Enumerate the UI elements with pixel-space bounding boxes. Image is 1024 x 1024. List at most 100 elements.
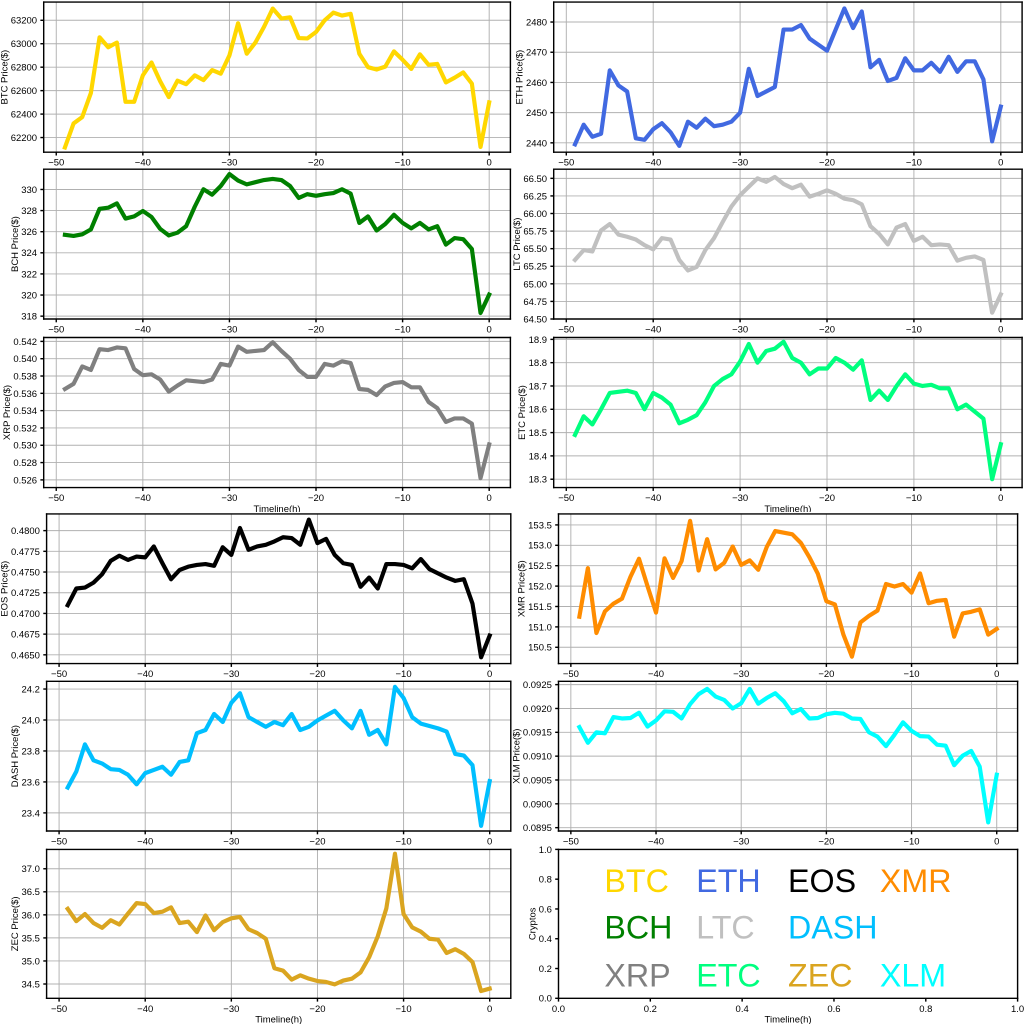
svg-text:0.0910: 0.0910 bbox=[523, 752, 552, 763]
svg-text:XLM: XLM bbox=[880, 957, 946, 993]
svg-text:18.3: 18.3 bbox=[529, 475, 547, 486]
svg-text:0.4800: 0.4800 bbox=[11, 526, 40, 537]
svg-text:151.5: 151.5 bbox=[528, 602, 552, 613]
svg-text:LTC Price($): LTC Price($) bbox=[512, 218, 523, 271]
svg-text:ETH Price($): ETH Price($) bbox=[515, 50, 526, 105]
svg-text:18.5: 18.5 bbox=[529, 428, 547, 439]
svg-text:320: 320 bbox=[21, 290, 37, 301]
svg-text:−10: −10 bbox=[904, 669, 920, 680]
svg-text:0.0920: 0.0920 bbox=[523, 704, 552, 715]
svg-text:23.8: 23.8 bbox=[22, 746, 40, 757]
svg-text:−50: −50 bbox=[558, 158, 574, 169]
svg-text:2470: 2470 bbox=[526, 48, 547, 59]
svg-text:−40: −40 bbox=[645, 158, 661, 169]
svg-text:18.6: 18.6 bbox=[529, 405, 547, 416]
svg-text:0.4775: 0.4775 bbox=[11, 547, 40, 558]
svg-text:65.00: 65.00 bbox=[523, 279, 547, 290]
svg-text:−40: −40 bbox=[135, 325, 151, 336]
svg-text:−10: −10 bbox=[396, 669, 412, 680]
svg-text:−10: −10 bbox=[396, 837, 412, 848]
svg-text:0: 0 bbox=[487, 158, 492, 169]
svg-text:−10: −10 bbox=[395, 493, 411, 504]
svg-text:0.4650: 0.4650 bbox=[11, 650, 40, 661]
svg-text:0.542: 0.542 bbox=[13, 337, 37, 348]
svg-text:66.00: 66.00 bbox=[523, 209, 547, 220]
svg-text:−30: −30 bbox=[732, 325, 748, 336]
svg-text:152.0: 152.0 bbox=[528, 582, 552, 593]
svg-text:0: 0 bbox=[994, 837, 999, 848]
svg-text:0.8: 0.8 bbox=[539, 875, 552, 886]
svg-text:24.2: 24.2 bbox=[22, 684, 40, 695]
svg-text:−20: −20 bbox=[308, 325, 324, 336]
svg-text:0.532: 0.532 bbox=[13, 423, 37, 434]
svg-text:−30: −30 bbox=[733, 669, 749, 680]
svg-text:0.0915: 0.0915 bbox=[523, 728, 552, 739]
svg-text:EOS: EOS bbox=[788, 863, 856, 899]
svg-text:66.25: 66.25 bbox=[523, 191, 547, 202]
svg-text:2440: 2440 bbox=[526, 138, 547, 149]
svg-text:−40: −40 bbox=[135, 158, 151, 169]
svg-text:0: 0 bbox=[487, 325, 492, 336]
svg-text:−50: −50 bbox=[563, 669, 579, 680]
svg-text:Timeline(h): Timeline(h) bbox=[764, 504, 811, 512]
svg-text:0.0925: 0.0925 bbox=[523, 680, 552, 691]
svg-text:153.0: 153.0 bbox=[528, 541, 552, 552]
svg-text:0.4725: 0.4725 bbox=[11, 588, 40, 599]
svg-text:−30: −30 bbox=[221, 158, 237, 169]
svg-text:−10: −10 bbox=[395, 158, 411, 169]
svg-text:LTC: LTC bbox=[696, 910, 754, 946]
svg-text:0.2: 0.2 bbox=[644, 1004, 657, 1015]
svg-text:XRP Price($): XRP Price($) bbox=[2, 385, 13, 440]
svg-text:−20: −20 bbox=[818, 669, 834, 680]
svg-text:−50: −50 bbox=[51, 1004, 67, 1015]
svg-text:0.8: 0.8 bbox=[919, 1004, 932, 1015]
svg-text:62600: 62600 bbox=[11, 86, 37, 97]
svg-text:−50: −50 bbox=[563, 837, 579, 848]
svg-text:324: 324 bbox=[21, 248, 37, 259]
svg-text:−10: −10 bbox=[906, 158, 922, 169]
svg-text:322: 322 bbox=[21, 269, 37, 280]
svg-text:Cryptos: Cryptos bbox=[527, 907, 538, 940]
svg-text:24.0: 24.0 bbox=[22, 715, 40, 726]
svg-text:−50: −50 bbox=[558, 493, 574, 504]
svg-text:0.4: 0.4 bbox=[539, 934, 552, 945]
svg-text:−10: −10 bbox=[906, 325, 922, 336]
svg-text:63200: 63200 bbox=[11, 16, 37, 27]
svg-text:−50: −50 bbox=[48, 158, 64, 169]
svg-text:0.4675: 0.4675 bbox=[11, 630, 40, 641]
svg-text:65.25: 65.25 bbox=[523, 262, 547, 273]
svg-text:35.5: 35.5 bbox=[22, 933, 40, 944]
svg-text:−20: −20 bbox=[819, 493, 835, 504]
svg-text:18.4: 18.4 bbox=[529, 451, 547, 462]
svg-text:−50: −50 bbox=[48, 325, 64, 336]
svg-text:−10: −10 bbox=[904, 837, 920, 848]
svg-text:−20: −20 bbox=[309, 837, 325, 848]
svg-text:−30: −30 bbox=[733, 837, 749, 848]
svg-text:0.2: 0.2 bbox=[539, 964, 552, 975]
svg-text:−40: −40 bbox=[648, 669, 664, 680]
svg-text:0.6: 0.6 bbox=[827, 1004, 840, 1015]
svg-text:Timeline(h): Timeline(h) bbox=[765, 1015, 812, 1024]
svg-text:−30: −30 bbox=[732, 493, 748, 504]
svg-text:1.0: 1.0 bbox=[539, 845, 552, 856]
svg-text:0.4700: 0.4700 bbox=[11, 609, 40, 620]
svg-text:66.50: 66.50 bbox=[523, 174, 547, 185]
svg-text:−50: −50 bbox=[51, 837, 67, 848]
svg-text:0.0: 0.0 bbox=[552, 1004, 565, 1015]
svg-text:0: 0 bbox=[994, 669, 999, 680]
svg-text:BTC: BTC bbox=[604, 863, 668, 899]
svg-text:0.526: 0.526 bbox=[13, 475, 37, 486]
svg-text:0.0: 0.0 bbox=[539, 994, 552, 1005]
svg-text:−10: −10 bbox=[395, 325, 411, 336]
svg-text:318: 318 bbox=[21, 312, 37, 323]
svg-text:−10: −10 bbox=[396, 1004, 412, 1015]
svg-text:−40: −40 bbox=[645, 493, 661, 504]
svg-text:2460: 2460 bbox=[526, 78, 547, 89]
svg-text:−50: −50 bbox=[48, 493, 64, 504]
svg-text:36.5: 36.5 bbox=[22, 887, 40, 898]
svg-text:−50: −50 bbox=[558, 325, 574, 336]
svg-text:ETC Price($): ETC Price($) bbox=[517, 385, 528, 440]
svg-text:BCH: BCH bbox=[604, 910, 672, 946]
svg-text:0: 0 bbox=[998, 325, 1003, 336]
svg-text:−40: −40 bbox=[137, 669, 153, 680]
